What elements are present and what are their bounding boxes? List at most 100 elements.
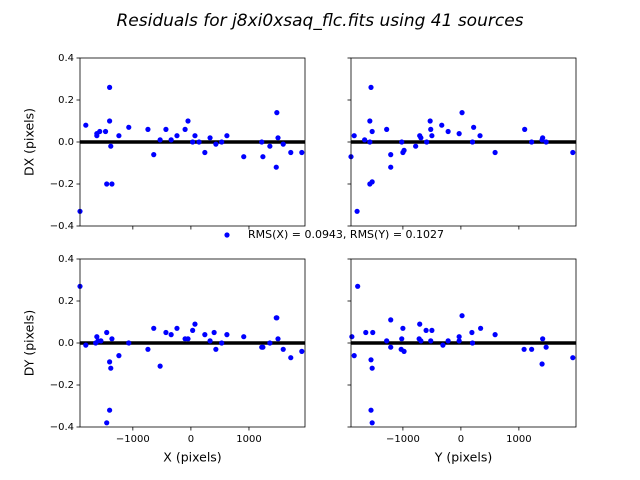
point [355,283,361,289]
point [413,143,419,149]
point [97,128,103,135]
y-tick-label: 0.2 [58,95,74,106]
point [274,315,280,321]
point [288,149,294,156]
point [267,340,273,346]
point [363,329,369,336]
point [439,122,445,128]
point [399,336,405,342]
legend-marker [224,232,230,238]
point [275,336,281,342]
point [107,407,113,413]
point [280,141,286,147]
point [273,164,279,170]
point [492,149,498,156]
point [275,135,281,141]
point [384,126,390,132]
point [368,357,374,363]
point [185,336,191,342]
point [459,110,465,116]
point [83,122,89,128]
point [521,346,527,352]
y-tick-label: 0.4 [58,254,74,265]
point [224,133,230,139]
x-tick-label: 0 [188,434,194,445]
point [401,147,407,153]
point [388,344,394,350]
point [543,139,549,145]
point [369,365,375,371]
point [190,327,196,333]
point [94,334,100,340]
point [417,321,423,327]
point [182,126,188,132]
point [280,346,286,352]
point [351,133,357,139]
point [299,348,305,354]
y-tick-label: −0.4 [50,221,74,232]
point [219,340,225,346]
y-axis-label: DY (pixels) [22,310,37,376]
point [126,340,132,346]
point [157,363,163,369]
point [241,334,247,340]
figure-title: Residuals for j8xi0xsaq_flc.fits using 4… [116,11,523,31]
point [456,334,462,340]
point [570,355,576,361]
y-tick-label: 0.0 [58,338,74,349]
point [185,118,191,124]
point [400,325,406,331]
point [211,329,217,336]
point [151,325,157,331]
point [196,139,202,145]
axes-frame [79,57,306,227]
point [168,137,174,143]
axes-frame [79,258,306,428]
point [224,332,230,338]
point [168,332,174,338]
point [104,181,110,187]
point [399,139,405,145]
point [219,139,225,145]
point [424,139,430,145]
point [369,420,375,426]
point [477,133,483,139]
point [401,348,407,354]
point [163,329,169,336]
point [423,327,429,333]
point [107,118,113,124]
point [428,126,434,132]
point [368,407,374,413]
point [362,137,368,143]
point [288,355,294,361]
point [418,135,424,141]
point [126,124,132,130]
point [259,139,265,145]
point [108,143,114,149]
point [151,152,157,158]
point [299,149,305,156]
point [83,342,89,348]
point [445,338,451,344]
point [116,353,122,359]
x-axis-label: Y (pixels) [434,450,492,465]
point [388,152,394,158]
y-axis-label: DX (pixels) [22,108,37,176]
point [104,420,110,426]
point [202,149,208,156]
point [207,338,213,344]
point [192,321,198,327]
point [107,359,113,365]
point [367,139,373,145]
point [174,133,180,139]
point [459,313,465,319]
point [213,346,219,352]
y-tick-label: 0.2 [58,296,74,307]
point [109,181,115,187]
point [428,338,434,344]
point [102,128,109,135]
y-tick-label: −0.2 [50,179,74,190]
point [456,338,462,344]
point [98,338,104,344]
point [145,346,151,352]
